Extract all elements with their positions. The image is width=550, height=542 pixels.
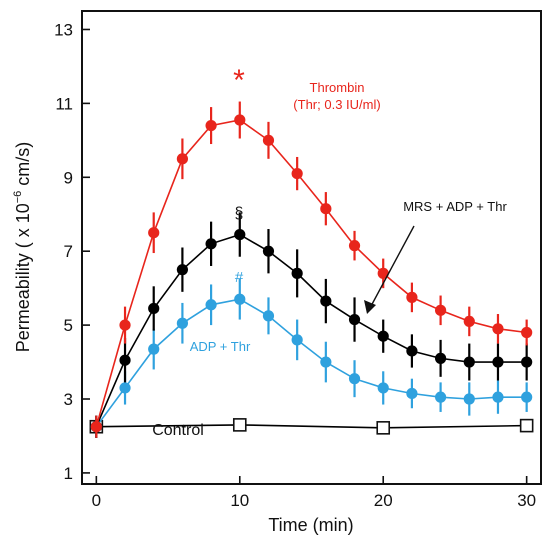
plot-frame [81, 10, 542, 485]
data-point-adp [463, 393, 475, 405]
data-point-mrs [348, 313, 361, 326]
x-tick-label: 0 [92, 491, 101, 510]
data-point-thrombin [348, 240, 361, 252]
data-point-adp [119, 382, 131, 394]
mrs-label: MRS + ADP + Thr [403, 199, 507, 214]
data-point-adp [348, 373, 361, 385]
data-point-adp [320, 356, 332, 368]
data-point-thrombin [521, 326, 533, 339]
data-point-adp [521, 391, 533, 403]
control-label: Control [152, 422, 204, 439]
data-point-mrs [119, 354, 131, 366]
significance-section: § [235, 205, 244, 222]
thrombin-label: Thrombin [310, 80, 365, 95]
series-layer [89, 101, 534, 438]
data-point-adp [406, 387, 418, 400]
data-point-adp [291, 334, 303, 346]
data-point-thrombin [205, 119, 217, 132]
y-tick-label: 13 [54, 20, 73, 39]
y-tick-label: 9 [64, 168, 73, 187]
x-tick-label: 20 [374, 491, 393, 510]
data-point-mrs [406, 345, 418, 357]
mrs-arrow-head [364, 300, 376, 314]
data-point-adp [148, 343, 160, 355]
series-thrombin [90, 101, 533, 438]
data-point-mrs [176, 264, 189, 276]
data-point-mrs [463, 356, 475, 368]
y-tick-label: 11 [55, 94, 73, 113]
thrombin-concentration-label: (Thr; 0.3 IU/ml) [293, 97, 380, 112]
data-point-adp [434, 391, 447, 403]
data-point-thrombin [291, 167, 303, 180]
data-point-adp [205, 299, 217, 311]
data-point-thrombin [463, 315, 475, 328]
data-point-thrombin [90, 421, 102, 433]
y-tick-label: 7 [64, 242, 73, 261]
y-tick-label: 5 [64, 316, 73, 335]
y-axis-title: Permeability ( x 10−6 cm/s) [12, 142, 33, 353]
series-line-adp [95, 298, 527, 428]
series-adp [90, 278, 533, 438]
data-point-mrs [320, 295, 332, 307]
mrs-arrow-line [369, 225, 415, 309]
data-point-mrs [148, 302, 160, 315]
series-line-mrs [95, 233, 527, 428]
data-point-thrombin [434, 304, 447, 316]
data-point-mrs [205, 238, 217, 250]
data-point-control [376, 421, 391, 435]
data-point-thrombin [377, 267, 389, 279]
x-tick-label: 30 [517, 491, 536, 510]
significance-star: * [233, 64, 245, 97]
data-point-thrombin [320, 203, 332, 215]
data-point-adp [234, 293, 246, 305]
x-tick-label: 10 [230, 491, 249, 510]
data-point-mrs [262, 245, 275, 257]
data-point-mrs [434, 352, 447, 364]
data-point-thrombin [119, 319, 131, 331]
data-point-thrombin [492, 323, 504, 335]
data-point-thrombin [148, 227, 160, 239]
data-point-control [232, 418, 247, 432]
data-point-thrombin [176, 153, 189, 165]
y-tick-label: 1 [64, 464, 73, 483]
y-tick-label: 3 [64, 390, 73, 409]
significance-hash: # [235, 269, 244, 286]
data-point-thrombin [406, 291, 418, 303]
series-line-control [96, 424, 527, 429]
data-point-adp [176, 317, 189, 329]
series-line-thrombin [95, 119, 527, 427]
data-point-adp [492, 391, 504, 403]
x-axis-title: Time (min) [268, 515, 353, 535]
data-point-mrs [521, 356, 533, 368]
data-point-mrs [234, 228, 246, 241]
data-point-mrs [291, 267, 303, 279]
x-axis: 0 10 20 30 [92, 476, 536, 510]
data-point-mrs [492, 356, 504, 368]
data-point-thrombin [234, 114, 246, 126]
data-point-adp [377, 382, 389, 394]
data-point-thrombin [262, 134, 275, 146]
data-point-adp [262, 310, 275, 322]
data-point-mrs [377, 330, 389, 342]
adp-label: ADP + Thr [190, 339, 251, 354]
data-point-control [519, 418, 534, 433]
